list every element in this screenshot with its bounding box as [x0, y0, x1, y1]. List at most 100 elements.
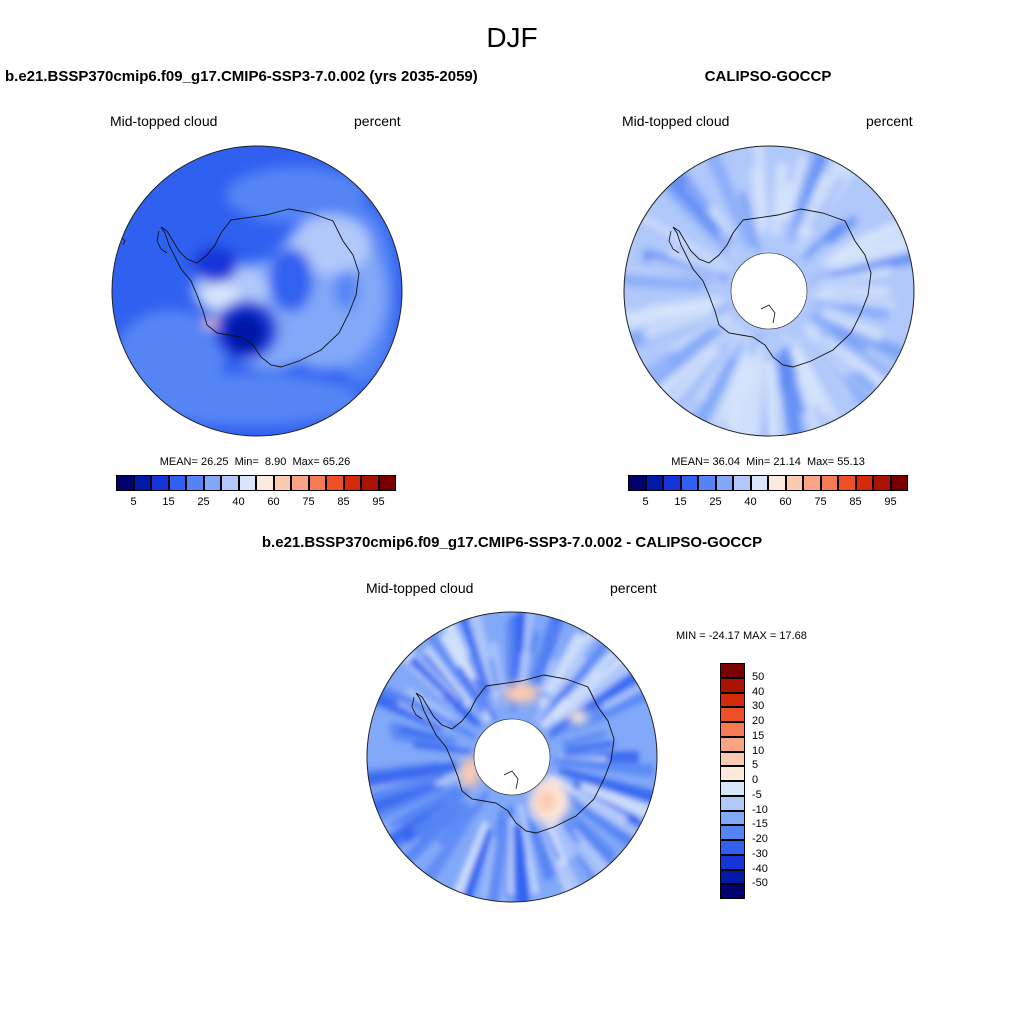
obs-polar-map	[623, 145, 915, 437]
model-colorbar-tick-label: 25	[197, 496, 210, 508]
obs-units-label: percent	[866, 113, 913, 129]
obs-colorbar-tick-label: 75	[814, 496, 827, 508]
diff-colorbar-tick-label: 40	[752, 685, 765, 698]
model-variable-label: Mid-topped cloud	[110, 113, 218, 129]
model-colorbar-swatch	[343, 475, 361, 491]
diff-colorbar-swatch	[720, 854, 745, 870]
obs-colorbar-tick-label: 60	[779, 496, 792, 508]
model-colorbar-swatch	[256, 475, 274, 491]
model-colorbar-swatch	[238, 475, 256, 491]
obs-colorbar-swatch	[890, 475, 908, 491]
diff-colorbar-tick-label: 30	[752, 700, 765, 713]
obs-stats: MEAN= 36.04 Min= 21.14 Max= 55.13	[671, 456, 865, 468]
diff-colorbar-swatch	[720, 663, 745, 678]
model-colorbar-swatch	[151, 475, 169, 491]
diff-colorbar-tick-label: -15	[752, 818, 768, 831]
obs-colorbar-swatch	[698, 475, 716, 491]
obs-variable-label: Mid-topped cloud	[622, 113, 730, 129]
obs-panel-title: CALIPSO-GOCCP	[704, 68, 832, 85]
model-colorbar-tick-label: 40	[232, 496, 245, 508]
diff-colorbar-swatch	[720, 781, 745, 796]
diff-colorbar-tick-label: -30	[752, 847, 768, 860]
model-colorbar-labels: 5 15 25 40 60 75 85 95	[116, 496, 396, 510]
model-units-label: percent	[354, 113, 401, 129]
diff-panel-title: b.e21.BSSP370cmip6.f09_g17.CMIP6-SSP3-7.…	[261, 534, 763, 551]
obs-colorbar-tick-label: 5	[642, 496, 649, 508]
obs-colorbar-swatch	[715, 475, 733, 491]
diff-stats: MIN = -24.17 MAX = 17.68	[676, 630, 807, 642]
model-colorbar-swatch	[203, 475, 221, 491]
diff-colorbar-tick-label: 50	[752, 670, 765, 683]
model-colorbar	[116, 475, 396, 491]
obs-colorbar-swatch	[750, 475, 768, 491]
diff-variable-label: Mid-topped cloud	[366, 580, 474, 596]
diff-colorbar-swatch	[720, 677, 745, 693]
page-title: DJF	[486, 22, 538, 53]
obs-colorbar-tick-label: 40	[744, 496, 757, 508]
obs-colorbar-swatch	[820, 475, 838, 491]
obs-colorbar-tick-label: 25	[709, 496, 722, 508]
obs-colorbar-swatch	[663, 475, 681, 491]
diff-colorbar-labels: 50 40 30 20 15 10 5 0 -5 -10 -15 -20 -30 -40 -50	[752, 663, 792, 899]
diff-colorbar-swatch	[720, 840, 745, 855]
model-colorbar-tick-label: 60	[267, 496, 280, 508]
model-colorbar-swatch	[133, 475, 151, 491]
diff-colorbar-tick-label: 0	[752, 774, 759, 786]
diff-colorbar-tick-label: 15	[752, 729, 765, 742]
obs-colorbar-swatch	[785, 475, 803, 491]
diff-colorbar-swatch	[720, 810, 745, 826]
obs-colorbar-tick-label: 15	[674, 496, 687, 508]
diff-polar-map	[366, 611, 658, 903]
obs-colorbar-swatch	[645, 475, 663, 491]
model-colorbar-swatch	[168, 475, 186, 491]
model-colorbar-swatch	[221, 475, 239, 491]
obs-colorbar-swatch	[680, 475, 698, 491]
diff-colorbar-swatch	[720, 707, 745, 722]
model-colorbar-tick-label: 75	[302, 496, 315, 508]
obs-colorbar-swatch	[628, 475, 646, 491]
diff-colorbar-tick-label: -40	[752, 862, 768, 875]
obs-colorbar-tick-label: 95	[884, 496, 897, 508]
diff-colorbar-swatch	[720, 751, 745, 767]
diff-colorbar-swatch	[720, 795, 745, 811]
diff-units-label: percent	[610, 580, 657, 596]
diff-colorbar-tick-label: 10	[752, 744, 765, 757]
model-colorbar-tick-label: 15	[162, 496, 175, 508]
obs-colorbar-swatch	[733, 475, 751, 491]
model-colorbar-swatch	[361, 475, 379, 491]
diff-colorbar-swatch	[720, 884, 745, 899]
model-colorbar-swatch	[378, 475, 396, 491]
model-colorbar-swatch	[291, 475, 309, 491]
diff-colorbar-swatch	[720, 825, 745, 840]
diff-colorbar	[720, 663, 745, 899]
model-colorbar-swatch	[186, 475, 204, 491]
obs-colorbar-tick-label: 85	[849, 496, 862, 508]
model-colorbar-tick-label: 5	[130, 496, 137, 508]
diff-colorbar-swatch	[720, 869, 745, 885]
diff-colorbar-tick-label: -10	[752, 803, 768, 816]
diff-colorbar-swatch	[720, 766, 745, 781]
model-polar-map	[111, 145, 403, 437]
obs-colorbar-swatch	[838, 475, 856, 491]
model-colorbar-tick-label: 95	[372, 496, 385, 508]
model-colorbar-tick-label: 85	[337, 496, 350, 508]
diff-colorbar-tick-label: -20	[752, 833, 768, 845]
obs-colorbar	[628, 475, 908, 491]
diff-colorbar-tick-label: -5	[752, 788, 762, 801]
obs-colorbar-swatch	[803, 475, 821, 491]
model-colorbar-swatch	[273, 475, 291, 491]
model-colorbar-swatch	[116, 475, 134, 491]
model-colorbar-swatch	[308, 475, 326, 491]
obs-colorbar-labels: 5 15 25 40 60 75 85 95	[628, 496, 908, 510]
diff-colorbar-tick-label: 20	[752, 715, 765, 727]
diff-colorbar-swatch	[720, 692, 745, 708]
obs-colorbar-swatch	[855, 475, 873, 491]
obs-colorbar-swatch	[768, 475, 786, 491]
diff-colorbar-swatch	[720, 736, 745, 752]
model-colorbar-swatch	[326, 475, 344, 491]
diff-colorbar-tick-label: 5	[752, 759, 759, 772]
obs-colorbar-swatch	[873, 475, 891, 491]
diff-colorbar-swatch	[720, 722, 745, 737]
model-stats: MEAN= 26.25 Min= 8.90 Max= 65.26	[159, 456, 351, 468]
diff-colorbar-tick-label: -50	[752, 877, 768, 890]
